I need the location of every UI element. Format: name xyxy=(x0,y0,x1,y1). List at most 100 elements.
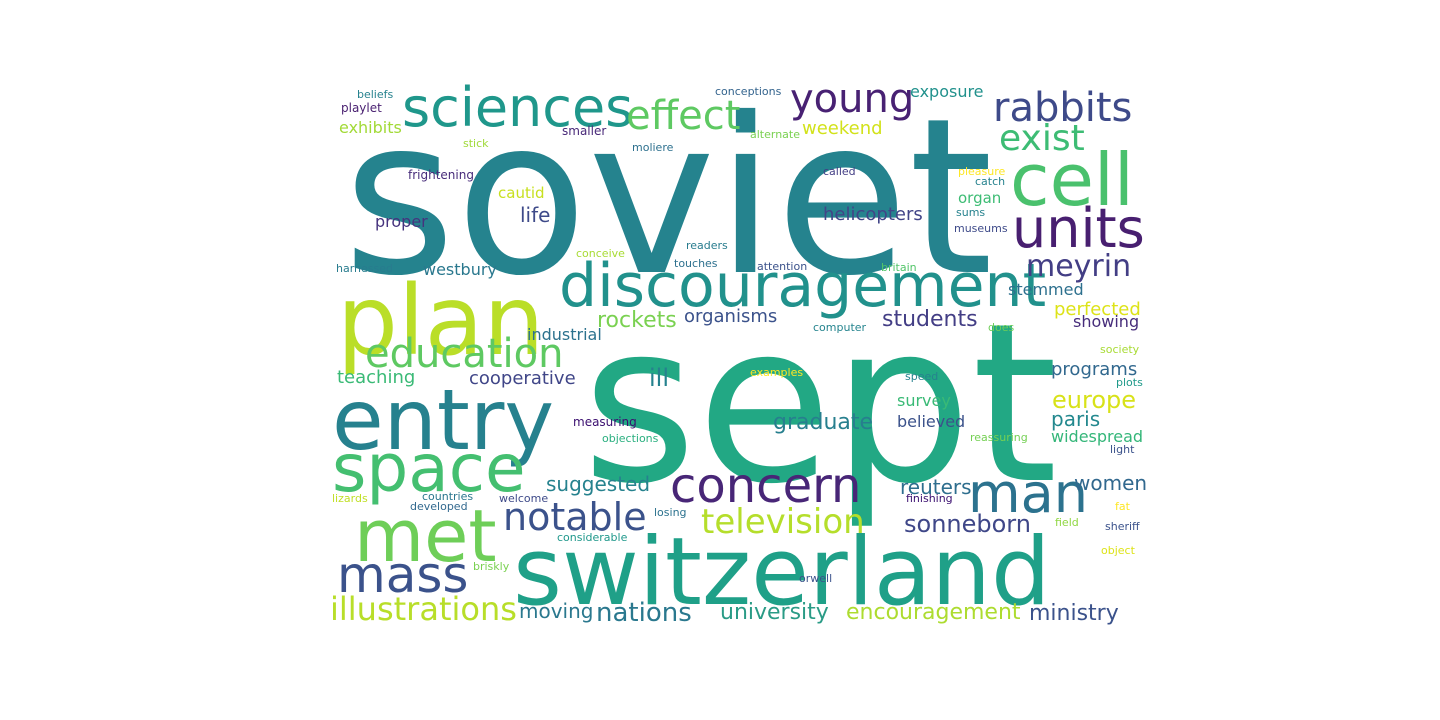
word-museums: museums xyxy=(954,222,1008,235)
word-finishing: finishing xyxy=(906,492,953,505)
word-ministry: ministry xyxy=(1029,601,1119,626)
word-believed: believed xyxy=(897,412,965,431)
word-frightening: frightening xyxy=(408,168,474,182)
word-students: students xyxy=(882,307,978,332)
word-proper: proper xyxy=(375,212,428,231)
word-entry: entry xyxy=(332,371,554,469)
word-light: light xyxy=(1110,443,1135,456)
word-ill: ill xyxy=(649,364,669,392)
word-exposure: exposure xyxy=(910,82,984,101)
word-fat: fat xyxy=(1115,500,1131,513)
word-sheriff: sheriff xyxy=(1105,520,1140,533)
word-switzerland: switzerland xyxy=(513,518,1051,627)
word-exist: exist xyxy=(999,118,1085,159)
word-concern: concern xyxy=(670,458,861,514)
word-organisms: organisms xyxy=(684,306,777,327)
word-playlet: playlet xyxy=(341,101,382,115)
word-programs: programs xyxy=(1051,359,1137,380)
word-reuters: reuters xyxy=(900,475,972,499)
word-lizards: lizards xyxy=(332,492,368,505)
word-beliefs: beliefs xyxy=(357,88,394,101)
word-young: young xyxy=(790,76,914,122)
word-stemmed: stemmed xyxy=(1008,280,1084,299)
word-effect: effect xyxy=(626,93,740,139)
word-weekend: weekend xyxy=(802,118,883,139)
word-plots: plots xyxy=(1116,376,1143,389)
word-rabbits: rabbits xyxy=(993,85,1132,131)
word-life: life xyxy=(520,203,550,227)
word-countries: countries xyxy=(422,490,473,503)
word-television: television xyxy=(701,502,865,542)
word-soviet: soviet xyxy=(343,72,993,323)
word-readers: readers xyxy=(686,239,728,252)
word-graduate: graduate xyxy=(773,410,873,435)
word-women: women xyxy=(1074,471,1147,495)
word-developed: developed xyxy=(410,500,468,513)
word-widespread: widespread xyxy=(1051,427,1143,446)
word-met: met xyxy=(354,494,497,578)
word-discouragement: discouragement xyxy=(559,251,1046,321)
word-meyrin: meyrin xyxy=(1026,249,1131,284)
word-sums: sums xyxy=(956,206,985,219)
word-considerable: considerable xyxy=(557,531,628,544)
word-does: does xyxy=(988,321,1014,334)
word-nations: nations xyxy=(596,598,692,628)
word-examples: examples xyxy=(750,366,803,379)
word-moliere: moliere xyxy=(632,141,674,154)
word-welcome: welcome xyxy=(499,492,548,505)
word-units: units xyxy=(1012,197,1145,260)
word-westbury: westbury xyxy=(423,260,497,279)
word-cautid: cautid xyxy=(498,184,545,202)
word-education: education xyxy=(365,331,563,377)
word-society: society xyxy=(1100,343,1140,356)
word-university: university xyxy=(720,600,829,625)
word-called: called xyxy=(823,165,856,178)
word-pleasure: pleasure xyxy=(958,165,1006,178)
word-plan: plan xyxy=(337,265,544,377)
word-harnessed: harnessed xyxy=(336,262,393,275)
word-touches: touches xyxy=(674,257,718,270)
word-conceive: conceive xyxy=(576,247,625,260)
word-sonneborn: sonneborn xyxy=(904,510,1031,538)
word-reassuring: reassuring xyxy=(970,431,1028,444)
word-illustrations: illustrations xyxy=(330,590,517,628)
word-conceptions: conceptions xyxy=(715,85,782,98)
word-alternate: alternate xyxy=(750,128,800,141)
word-orwell: orwell xyxy=(799,572,832,585)
word-cooperative: cooperative xyxy=(469,368,576,389)
word-stick: stick xyxy=(463,137,489,150)
word-britain: britain xyxy=(881,261,917,274)
word-objections: objections xyxy=(602,432,659,445)
word-losing: losing xyxy=(654,506,687,519)
word-notable: notable xyxy=(503,495,647,539)
word-perfected: perfected xyxy=(1054,299,1141,320)
word-encouragement: encouragement xyxy=(846,600,1021,625)
word-man: man xyxy=(968,462,1088,525)
word-helicopters: helicopters xyxy=(823,204,923,225)
word-object: object xyxy=(1101,544,1136,557)
word-computer: computer xyxy=(813,321,867,334)
word-europe: europe xyxy=(1052,386,1136,414)
word-speed: speed xyxy=(905,370,938,383)
word-measuring: measuring xyxy=(573,415,637,429)
word-rockets: rockets xyxy=(597,308,677,333)
word-teaching: teaching xyxy=(337,367,415,388)
word-attention: attention xyxy=(757,260,807,273)
word-field: field xyxy=(1055,516,1079,529)
word-organ: organ xyxy=(958,189,1001,207)
word-paris: paris xyxy=(1051,407,1100,431)
word-smaller: smaller xyxy=(562,124,606,138)
word-moving: moving xyxy=(519,599,593,623)
word-briskly: briskly xyxy=(473,560,510,573)
word-space: space xyxy=(332,430,526,507)
word-showing: showing xyxy=(1073,312,1139,331)
word-cell: cell xyxy=(1010,138,1134,222)
word-exhibits: exhibits xyxy=(339,118,402,137)
word-sept: sept xyxy=(582,276,1058,532)
word-sciences: sciences xyxy=(402,76,633,139)
word-suggested: suggested xyxy=(546,472,650,496)
word-catch: catch xyxy=(975,175,1005,188)
word-mass: mass xyxy=(337,546,468,604)
word-industrial: industrial xyxy=(527,325,602,344)
